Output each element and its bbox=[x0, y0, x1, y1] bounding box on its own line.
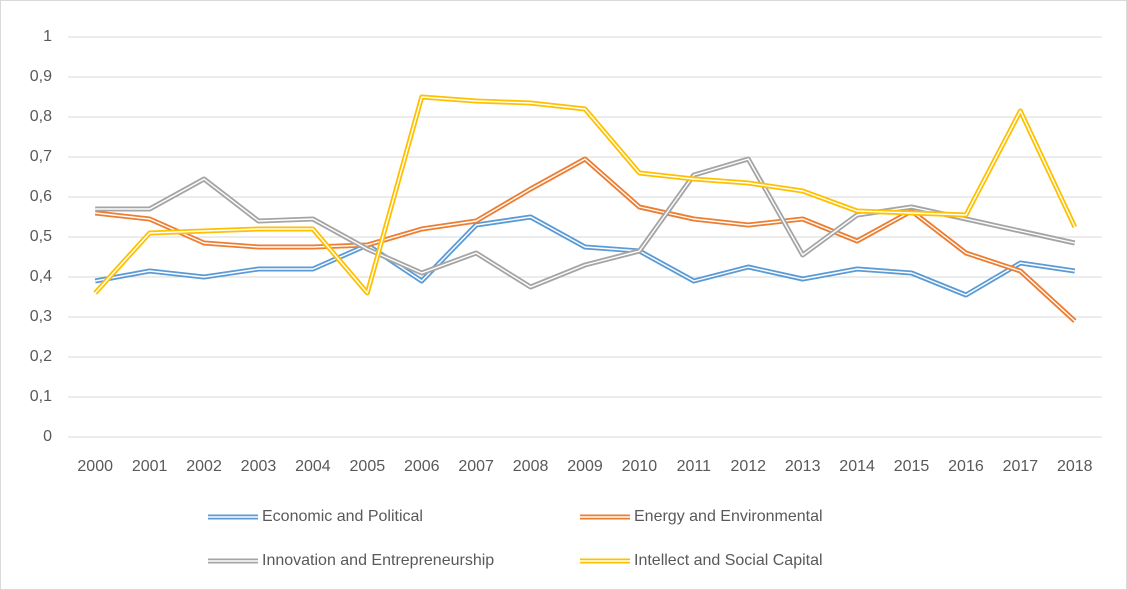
y-tick-label: 0,2 bbox=[30, 348, 52, 365]
x-tick-label: 2012 bbox=[730, 458, 766, 475]
x-tick-label: 2007 bbox=[458, 458, 494, 475]
x-tick-label: 2004 bbox=[295, 458, 331, 475]
legend-label: Innovation and Entrepreneurship bbox=[262, 552, 494, 569]
y-tick-label: 0,7 bbox=[30, 148, 52, 165]
x-tick-label: 2000 bbox=[77, 458, 113, 475]
y-tick-label: 1 bbox=[43, 28, 52, 45]
x-tick-label: 2010 bbox=[622, 458, 658, 475]
x-tick-label: 2011 bbox=[677, 458, 712, 475]
y-tick-label: 0,9 bbox=[30, 68, 52, 85]
legend-label: Economic and Political bbox=[262, 508, 423, 525]
x-tick-label: 2015 bbox=[894, 458, 930, 475]
x-tick-label: 2001 bbox=[132, 458, 168, 475]
series-line-inner bbox=[95, 158, 1075, 288]
x-tick-label: 2017 bbox=[1003, 458, 1039, 475]
series-line-inner bbox=[94, 96, 1076, 294]
y-tick-label: 0,3 bbox=[30, 308, 52, 325]
x-tick-label: 2002 bbox=[186, 458, 222, 475]
legend-label: Intellect and Social Capital bbox=[634, 552, 823, 569]
x-tick-label: 2014 bbox=[839, 458, 875, 475]
x-tick-label: 2006 bbox=[404, 458, 440, 475]
x-tick-label: 2003 bbox=[241, 458, 277, 475]
x-tick-label: 2008 bbox=[513, 458, 549, 475]
series-line-inner bbox=[95, 216, 1075, 296]
y-tick-label: 0 bbox=[43, 428, 52, 445]
x-tick-label: 2005 bbox=[350, 458, 386, 475]
legend-label: Energy and Environmental bbox=[634, 508, 823, 525]
x-tick-label: 2009 bbox=[567, 458, 603, 475]
y-tick-label: 0,5 bbox=[30, 228, 52, 245]
y-tick-label: 0,1 bbox=[30, 388, 52, 405]
y-tick-label: 0,4 bbox=[30, 268, 52, 285]
x-tick-label: 2018 bbox=[1057, 458, 1093, 475]
y-tick-label: 0,8 bbox=[30, 108, 52, 125]
x-tick-label: 2013 bbox=[785, 458, 821, 475]
y-tick-label: 0,6 bbox=[30, 188, 52, 205]
x-tick-label: 2016 bbox=[948, 458, 984, 475]
